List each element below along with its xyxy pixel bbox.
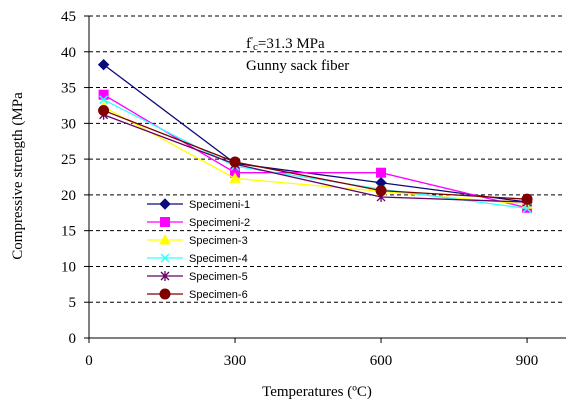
data-point (522, 203, 532, 214)
y-tick-label: 25 (61, 152, 76, 168)
data-point (98, 89, 109, 100)
y-tick-label: 0 (69, 331, 77, 347)
data-point (229, 172, 241, 183)
y-axis-title: Compressive strength (MPa (10, 92, 26, 260)
x-tick-label: 600 (370, 353, 393, 369)
legend-entry-4: Specimen-4 (147, 253, 248, 265)
legend-label: Specimen-4 (189, 253, 248, 265)
marker-stroke (99, 95, 109, 105)
annotation-c: c (253, 41, 258, 53)
series-line (103, 109, 528, 200)
legend-marker (159, 198, 171, 210)
marker-stroke (522, 203, 532, 214)
legend-label: Specimeni-1 (189, 199, 250, 211)
data-point (99, 95, 109, 105)
annotation-line-2: Gunny sack fiber (246, 58, 349, 74)
legend-label: Specimen-3 (189, 235, 248, 247)
legend-label: Specimen-5 (189, 271, 248, 283)
y-tick-label: 10 (61, 259, 76, 275)
legend-entry-1: Specimeni-1 (147, 198, 250, 211)
legend-marker (159, 288, 171, 300)
legend-entry-6: Specimen-6 (147, 288, 248, 301)
y-tick-label: 15 (61, 224, 76, 240)
x-tick-label: 0 (85, 353, 93, 369)
marker-stroke (160, 253, 170, 263)
legend-label: Specimeni-2 (189, 217, 250, 229)
y-tick-label: 45 (61, 9, 76, 25)
series-6 (98, 104, 533, 205)
data-point (521, 193, 533, 205)
y-tick-label: 35 (61, 81, 76, 97)
series-line (103, 64, 528, 203)
data-point (375, 185, 387, 197)
series-5 (99, 109, 532, 208)
annotation-prime: ' (251, 35, 253, 47)
data-point (98, 104, 110, 116)
y-tick-label: 20 (61, 188, 76, 204)
tick-labels: 0 5 10 15 20 25 30 35 40 45 0 300 600 900 (61, 9, 538, 369)
legend-marker (159, 233, 171, 245)
y-tick-label: 30 (61, 116, 76, 132)
series-3 (97, 100, 533, 209)
series-line (103, 106, 528, 205)
annotation-f: f (246, 36, 251, 52)
y-tick-label: 5 (69, 295, 77, 311)
series-group (97, 58, 533, 214)
grid-lines (89, 15, 565, 303)
data-point (229, 156, 241, 168)
annotation-line-1: f'c=31.3 MPa (246, 35, 325, 53)
legend-marker (160, 217, 170, 227)
annotation: f'c=31.3 MPa Gunny sack fiber (246, 35, 349, 74)
series-line (103, 99, 528, 210)
legend-entry-5: Specimen-5 (147, 271, 248, 283)
data-point (376, 167, 387, 178)
legend: Specimeni-1 Specimeni-2 Specimen-3 Specimen… (147, 198, 250, 301)
legend-label: Specimen-6 (189, 289, 248, 301)
data-point (97, 58, 110, 71)
series-line (103, 114, 528, 203)
y-tick-label: 40 (61, 45, 76, 61)
x-tick-label: 900 (516, 353, 539, 369)
x-tick-label: 300 (224, 353, 247, 369)
legend-marker (160, 271, 170, 281)
annotation-value: =31.3 MPa (258, 36, 325, 52)
x-axis-title: Temperatures (ºC) (262, 384, 372, 400)
legend-entry-2: Specimeni-2 (147, 217, 250, 229)
legend-entry-3: Specimen-3 (147, 233, 248, 247)
legend-marker (160, 253, 170, 263)
axes (84, 15, 566, 343)
